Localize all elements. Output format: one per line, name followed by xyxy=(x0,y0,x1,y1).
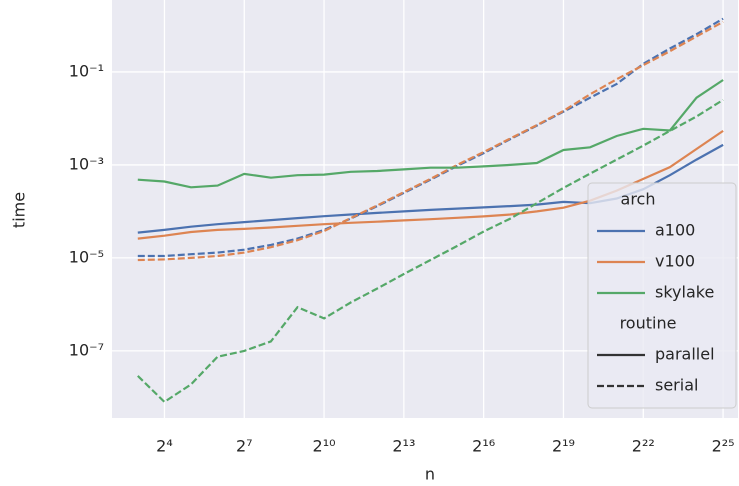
legend-label: v100 xyxy=(655,252,695,271)
legend-title: arch xyxy=(621,190,656,209)
y-axis-label: time xyxy=(10,192,29,228)
series-line xyxy=(137,98,724,404)
x-axis-label: n xyxy=(425,465,435,484)
series-line xyxy=(137,79,724,189)
x-tick-label: 2²⁵ xyxy=(712,437,735,456)
legend-title: routine xyxy=(620,314,677,333)
legend-label: a100 xyxy=(655,221,695,240)
x-tick-label: 2¹⁶ xyxy=(472,437,495,456)
legend-label: parallel xyxy=(655,345,715,364)
y-tick-label: 10⁻⁵ xyxy=(69,247,104,266)
legend: arch a100 v100 skylake routine parallel serial xyxy=(587,182,737,409)
x-tick-label: 2⁷ xyxy=(236,437,253,456)
x-tick-label: 2⁴ xyxy=(156,437,173,456)
x-tick-label: 2¹⁰ xyxy=(313,437,336,456)
series-line xyxy=(137,17,724,258)
x-tick-label: 2¹³ xyxy=(392,437,415,456)
legend-label: serial xyxy=(655,376,698,395)
x-tick-label: 2¹⁹ xyxy=(552,437,575,456)
legend-box xyxy=(587,182,737,409)
y-tick-label: 10⁻⁷ xyxy=(69,340,104,359)
y-tick-label: 10⁻¹ xyxy=(69,61,104,80)
x-tick-label: 2²² xyxy=(632,437,655,456)
y-tick-label: 10⁻³ xyxy=(69,154,104,173)
legend-label: skylake xyxy=(655,283,714,302)
